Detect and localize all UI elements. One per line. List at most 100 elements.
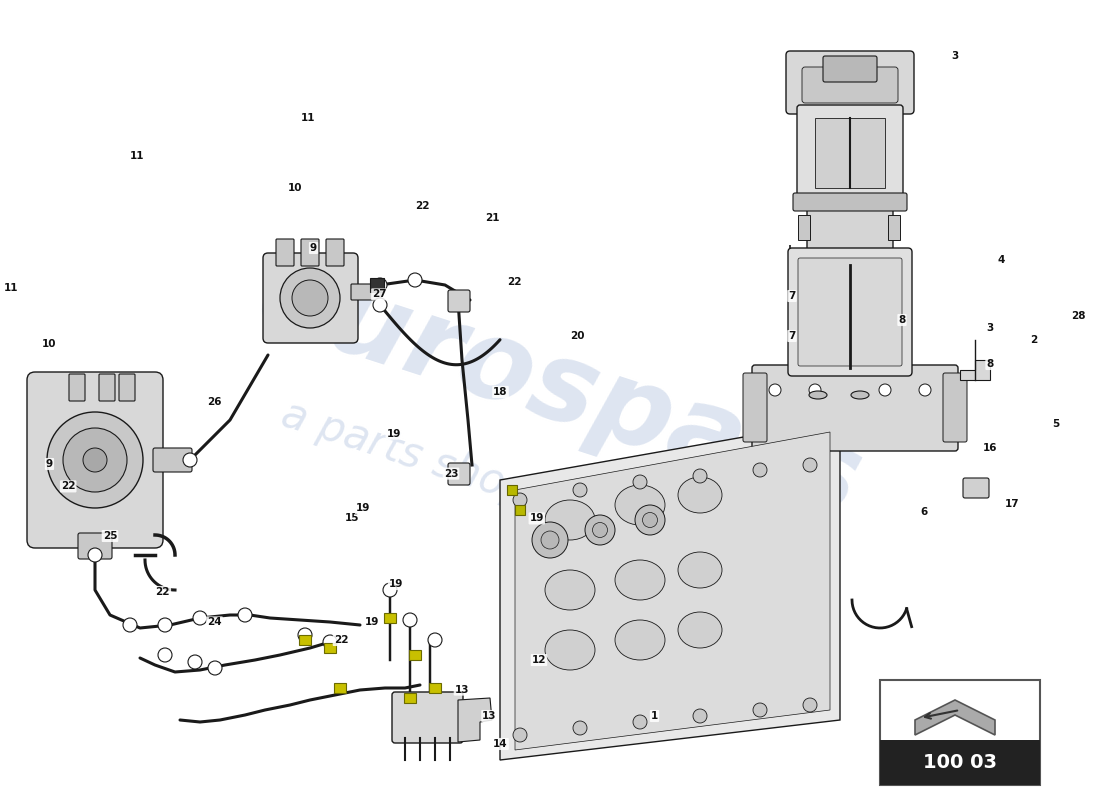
Bar — [798, 215, 810, 240]
Polygon shape — [915, 700, 996, 735]
Text: 19: 19 — [529, 514, 544, 523]
FancyBboxPatch shape — [793, 193, 908, 211]
Polygon shape — [458, 698, 492, 742]
FancyBboxPatch shape — [788, 248, 912, 376]
Text: 22: 22 — [507, 277, 522, 286]
Text: 18: 18 — [493, 387, 508, 397]
FancyBboxPatch shape — [28, 372, 163, 548]
Circle shape — [88, 548, 102, 562]
Bar — [515, 505, 525, 515]
Circle shape — [642, 513, 658, 527]
Circle shape — [323, 635, 337, 649]
Ellipse shape — [615, 485, 666, 525]
Text: 12: 12 — [531, 655, 547, 665]
Circle shape — [693, 469, 707, 483]
FancyBboxPatch shape — [78, 533, 112, 559]
Text: 5: 5 — [1053, 419, 1059, 429]
Circle shape — [918, 384, 931, 396]
FancyBboxPatch shape — [807, 205, 893, 251]
Bar — [384, 613, 396, 623]
Text: 13: 13 — [454, 685, 470, 694]
Circle shape — [532, 522, 568, 558]
Circle shape — [632, 715, 647, 729]
FancyBboxPatch shape — [752, 365, 958, 451]
Circle shape — [573, 721, 587, 735]
Text: 19: 19 — [388, 579, 404, 589]
Circle shape — [408, 273, 422, 287]
Circle shape — [585, 515, 615, 545]
Circle shape — [879, 384, 891, 396]
Text: 7: 7 — [789, 291, 795, 301]
Polygon shape — [500, 420, 840, 760]
FancyBboxPatch shape — [798, 258, 902, 366]
Text: 10: 10 — [287, 183, 303, 193]
Circle shape — [373, 278, 387, 292]
Text: 14: 14 — [493, 739, 508, 749]
FancyBboxPatch shape — [276, 239, 294, 266]
Text: eurospars: eurospars — [245, 242, 874, 538]
Text: 23: 23 — [443, 469, 459, 478]
Text: 4: 4 — [998, 255, 1004, 265]
Circle shape — [63, 428, 126, 492]
Bar — [404, 693, 416, 703]
Circle shape — [693, 709, 707, 723]
Circle shape — [383, 583, 397, 597]
Text: 21: 21 — [485, 213, 501, 222]
Polygon shape — [960, 360, 990, 380]
Text: 8: 8 — [987, 359, 993, 369]
Text: 100 03: 100 03 — [923, 753, 997, 771]
Ellipse shape — [678, 612, 722, 648]
Circle shape — [298, 628, 312, 642]
FancyBboxPatch shape — [943, 373, 967, 442]
FancyBboxPatch shape — [448, 463, 470, 485]
Circle shape — [280, 268, 340, 328]
Circle shape — [428, 633, 442, 647]
Circle shape — [769, 384, 781, 396]
Text: 22: 22 — [415, 202, 430, 211]
Text: 27: 27 — [372, 290, 387, 299]
Bar — [888, 215, 900, 240]
Bar — [324, 643, 336, 653]
Circle shape — [192, 611, 207, 625]
Ellipse shape — [678, 552, 722, 588]
Text: 22: 22 — [155, 587, 170, 597]
Text: 6: 6 — [921, 507, 927, 517]
Bar — [815, 118, 886, 188]
FancyBboxPatch shape — [802, 67, 898, 103]
Ellipse shape — [615, 620, 666, 660]
FancyBboxPatch shape — [351, 284, 381, 300]
FancyBboxPatch shape — [263, 253, 358, 343]
Text: 11: 11 — [3, 283, 19, 293]
Circle shape — [803, 698, 817, 712]
Bar — [334, 683, 346, 693]
Ellipse shape — [544, 570, 595, 610]
Text: 11: 11 — [130, 151, 145, 161]
Text: 10: 10 — [42, 339, 57, 349]
FancyBboxPatch shape — [823, 56, 877, 82]
FancyBboxPatch shape — [153, 448, 192, 472]
Text: a parts shop since 1985: a parts shop since 1985 — [276, 393, 764, 587]
FancyBboxPatch shape — [69, 374, 85, 401]
FancyBboxPatch shape — [786, 51, 914, 114]
Bar — [429, 683, 441, 693]
Circle shape — [754, 703, 767, 717]
FancyBboxPatch shape — [392, 692, 463, 743]
Circle shape — [541, 531, 559, 549]
Text: 17: 17 — [1004, 499, 1020, 509]
Text: 16: 16 — [982, 443, 998, 453]
Circle shape — [453, 293, 468, 307]
FancyBboxPatch shape — [326, 239, 344, 266]
Text: 9: 9 — [46, 459, 53, 469]
FancyBboxPatch shape — [742, 373, 767, 442]
Circle shape — [403, 613, 417, 627]
Circle shape — [82, 448, 107, 472]
Circle shape — [183, 453, 197, 467]
Bar — [409, 650, 421, 660]
Text: 22: 22 — [333, 635, 349, 645]
Ellipse shape — [544, 630, 595, 670]
Bar — [880, 740, 1040, 785]
Circle shape — [635, 505, 666, 535]
Ellipse shape — [615, 560, 666, 600]
Circle shape — [754, 463, 767, 477]
Text: 3: 3 — [952, 51, 958, 61]
